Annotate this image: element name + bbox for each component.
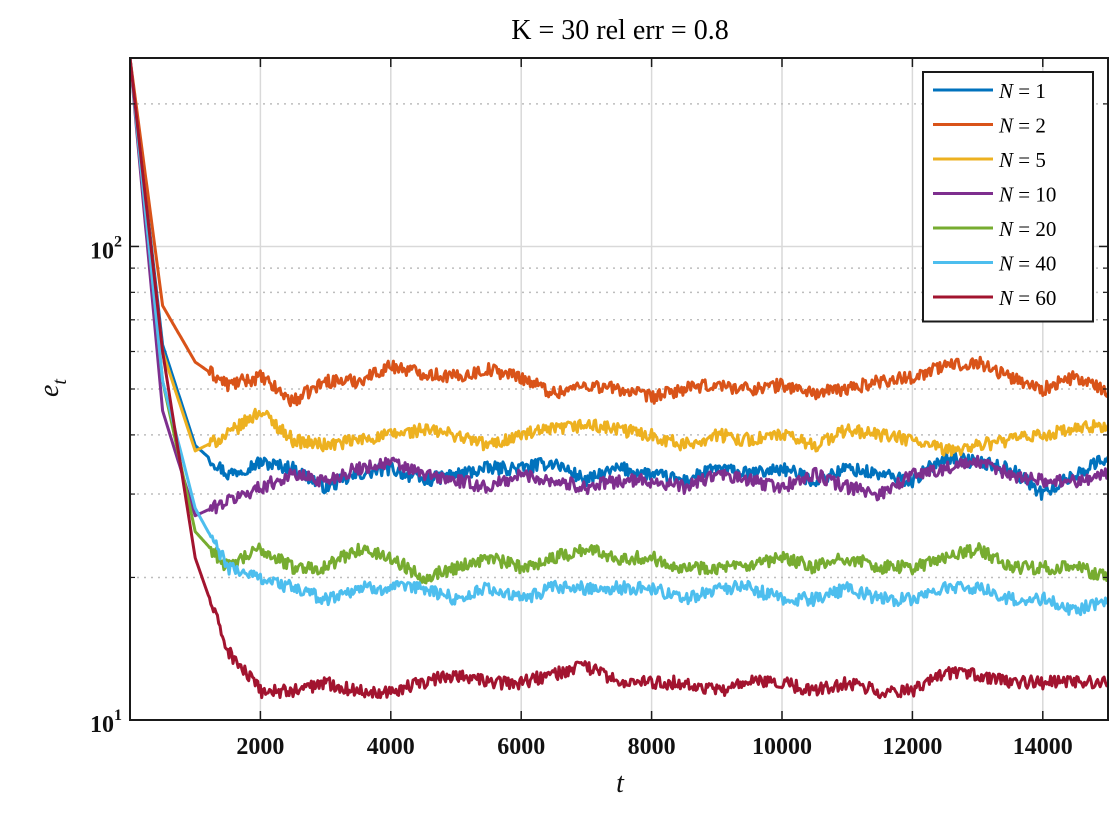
y-tick-label-base: 10 <box>90 238 114 264</box>
y-tick-label-base: 10 <box>90 712 114 738</box>
x-tick-label: 14000 <box>1013 734 1073 760</box>
series-line-60 <box>130 58 1108 700</box>
x-tick-label: 4000 <box>367 734 415 760</box>
legend-value: = 10 <box>1013 183 1056 207</box>
legend-entry: N = 10 <box>998 183 1056 207</box>
legend-var: N <box>998 183 1014 207</box>
legend-value: = 20 <box>1013 217 1056 241</box>
x-tick-label: 12000 <box>882 734 942 760</box>
legend-var: N <box>998 217 1014 241</box>
chart-title: K = 30 rel err = 0.8 <box>511 15 728 46</box>
legend-value: = 40 <box>1013 252 1056 276</box>
legend-var: N <box>998 114 1014 138</box>
legend-var: N <box>998 252 1014 276</box>
x-tick-label: 2000 <box>236 734 284 760</box>
x-tick-label: 10000 <box>752 734 812 760</box>
legend-entry: N = 5 <box>998 148 1046 172</box>
series-layer <box>130 58 1108 700</box>
y-tick-label-exponent: 1 <box>114 707 122 724</box>
y-axis-label-base: e <box>34 385 65 397</box>
legend-entry: N = 20 <box>998 217 1056 241</box>
legend-var: N <box>998 79 1014 103</box>
series-line-1 <box>130 58 1108 501</box>
series-line-2 <box>130 58 1108 408</box>
x-tick-label: 8000 <box>628 734 676 760</box>
legend-entry: N = 2 <box>998 114 1046 138</box>
y-axis-label: et <box>34 379 71 397</box>
series-line-10 <box>130 58 1108 518</box>
legend-value: = 2 <box>1013 114 1046 138</box>
legend-entry: N = 40 <box>998 252 1056 276</box>
y-tick-label: 102 <box>90 233 122 264</box>
x-axis-label: t <box>616 768 625 799</box>
legend-value: = 60 <box>1013 286 1056 310</box>
legend: N = 1N = 2N = 5N = 10N = 20N = 40N = 60 <box>922 71 1094 323</box>
series-line-20 <box>130 58 1108 585</box>
y-tick-label-exponent: 2 <box>114 233 122 250</box>
x-tick-label: 6000 <box>497 734 545 760</box>
legend-entry: N = 60 <box>998 286 1056 310</box>
series-line-5 <box>130 58 1108 457</box>
grid-lines <box>130 58 1108 721</box>
legend-entry: N = 1 <box>998 79 1046 103</box>
y-tick-label: 101 <box>90 707 122 738</box>
legend-var: N <box>998 286 1014 310</box>
legend-value: = 1 <box>1013 79 1046 103</box>
y-axis-label-subscript: t <box>49 379 71 385</box>
legend-box <box>922 71 1094 323</box>
legend-var: N <box>998 148 1014 172</box>
legend-value: = 5 <box>1013 148 1046 172</box>
series-line-40 <box>130 58 1108 617</box>
